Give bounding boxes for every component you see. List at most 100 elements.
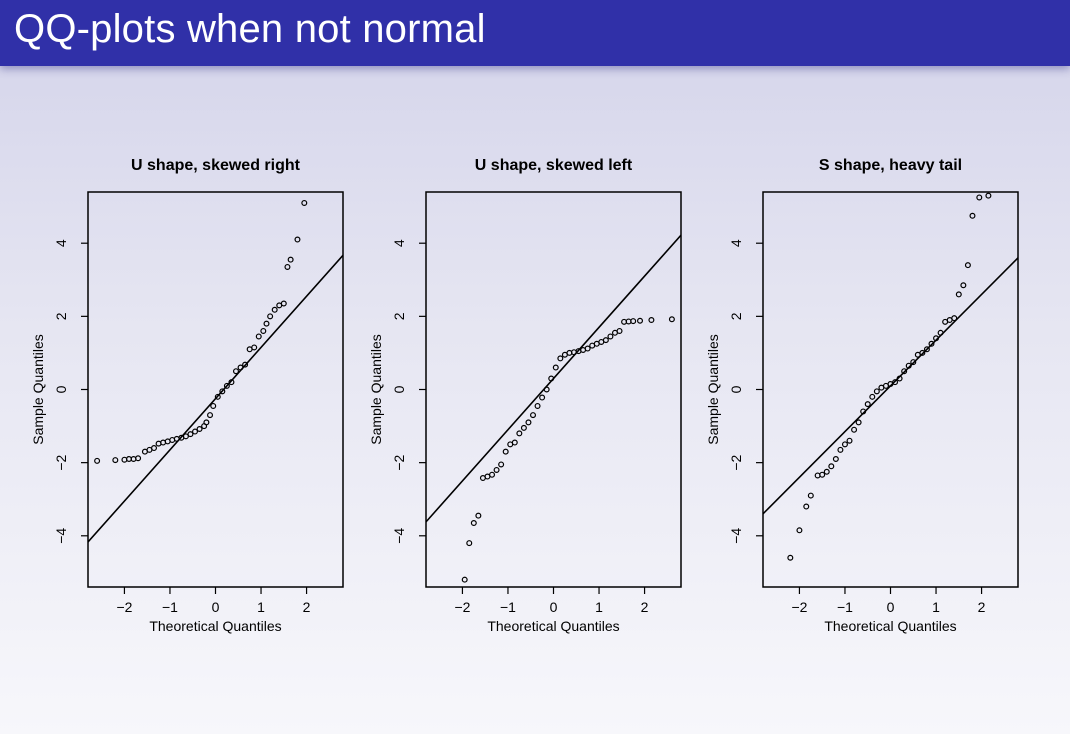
data-point xyxy=(187,431,194,438)
data-point xyxy=(616,327,623,334)
data-point xyxy=(232,368,239,375)
data-point xyxy=(280,300,287,307)
qq-plot-3: S shape, heavy tail −2 −1 0 1 2 −4 −2 0 2 4 Theoret… xyxy=(705,157,1019,634)
data-point xyxy=(260,327,267,334)
y-tick-label: −4 xyxy=(391,528,407,544)
data-point xyxy=(823,468,830,475)
plot-frame xyxy=(425,191,682,588)
slide-title: QQ-plots when not normal xyxy=(14,7,486,51)
data-point xyxy=(584,345,591,352)
data-point xyxy=(516,430,523,437)
y-tick-label: 0 xyxy=(53,385,69,393)
plot-frame xyxy=(87,191,344,588)
data-point xyxy=(807,492,814,499)
data-point xyxy=(525,419,532,426)
qq-plot-panel-3: S shape, heavy tail −2 −1 0 1 2 −4 −2 0 2 4 Theoret… xyxy=(675,140,1020,660)
y-tick-label: −2 xyxy=(391,454,407,470)
data-point xyxy=(864,401,871,408)
data-point xyxy=(928,340,935,347)
data-point xyxy=(869,393,876,400)
x-tick-label: 0 xyxy=(550,599,558,615)
data-point xyxy=(135,455,142,462)
qq-plot-panel-1: U shape, skewed right −2 −1 0 1 2 −4 −2 0 2 4 Theor… xyxy=(0,140,345,660)
plot-title: U shape, skewed right xyxy=(131,157,301,174)
x-tick-label: −2 xyxy=(791,599,807,615)
data-point xyxy=(301,199,308,206)
data-point xyxy=(819,471,826,478)
data-point xyxy=(263,320,270,327)
data-point xyxy=(933,335,940,342)
data-point xyxy=(976,194,983,201)
x-tick-label: −2 xyxy=(454,599,470,615)
data-point xyxy=(271,306,278,313)
qq-plot-panel-2: U shape, skewed left −2 −1 0 1 2 −4 −2 0 2 4 Theore… xyxy=(338,140,683,660)
data-point xyxy=(520,424,527,431)
data-point xyxy=(534,402,541,409)
x-tick-label: −1 xyxy=(500,599,516,615)
data-point xyxy=(828,463,835,470)
data-point xyxy=(196,426,203,433)
data-point xyxy=(964,262,971,269)
data-point xyxy=(242,361,249,368)
data-point xyxy=(151,445,158,452)
y-tick-label: 4 xyxy=(53,239,69,247)
y-axis-label: Sample Quantiles xyxy=(705,334,721,445)
y-tick-label: 0 xyxy=(391,385,407,393)
y-tick-label: 0 xyxy=(728,385,744,393)
data-point xyxy=(832,455,839,462)
x-axis-label: Theoretical Quantiles xyxy=(487,618,619,634)
data-point xyxy=(910,359,917,366)
data-point xyxy=(951,315,958,322)
data-point xyxy=(228,379,235,386)
y-tick-label: 2 xyxy=(53,312,69,320)
data-point xyxy=(470,519,477,526)
x-tick-label: 2 xyxy=(303,599,311,615)
data-point xyxy=(796,527,803,534)
data-point xyxy=(207,412,214,419)
data-point xyxy=(851,426,858,433)
data-point xyxy=(294,236,301,243)
data-point xyxy=(94,457,101,464)
data-point xyxy=(214,393,221,400)
data-point xyxy=(637,317,644,324)
x-tick-label: −1 xyxy=(837,599,853,615)
data-point xyxy=(284,263,291,270)
x-tick-label: 2 xyxy=(641,599,649,615)
data-point xyxy=(901,368,908,375)
plot-frame xyxy=(762,191,1019,588)
data-point xyxy=(251,344,258,351)
data-point xyxy=(892,379,899,386)
data-point xyxy=(237,364,244,371)
x-tick-label: 1 xyxy=(932,599,940,615)
data-point xyxy=(846,437,853,444)
data-point xyxy=(489,471,496,478)
data-point xyxy=(841,441,848,448)
data-point xyxy=(182,433,189,440)
y-tick-label: −4 xyxy=(53,528,69,544)
data-point xyxy=(493,466,500,473)
x-tick-label: −1 xyxy=(162,599,178,615)
data-point xyxy=(210,402,217,409)
data-point xyxy=(960,282,967,289)
y-tick-label: 4 xyxy=(728,239,744,247)
y-tick-label: 4 xyxy=(391,239,407,247)
data-point xyxy=(557,355,564,362)
data-point xyxy=(923,346,930,353)
x-tick-label: 0 xyxy=(212,599,220,615)
x-tick-label: 2 xyxy=(978,599,986,615)
data-point xyxy=(955,291,962,298)
data-point xyxy=(937,329,944,336)
qq-plot-1: U shape, skewed right −2 −1 0 1 2 −4 −2 0 2 4 Theor… xyxy=(30,157,344,634)
data-point xyxy=(787,554,794,561)
x-axis-label: Theoretical Quantiles xyxy=(824,618,956,634)
data-point xyxy=(543,386,550,393)
y-tick-label: −4 xyxy=(728,528,744,544)
data-point xyxy=(668,316,675,323)
x-tick-label: 1 xyxy=(595,599,603,615)
qq-plot-2: U shape, skewed left −2 −1 0 1 2 −4 −2 0 2 4 Theore… xyxy=(368,157,682,634)
data-point xyxy=(223,382,230,389)
data-point xyxy=(112,457,119,464)
data-point xyxy=(630,318,637,325)
data-point xyxy=(896,375,903,382)
data-point xyxy=(837,446,844,453)
